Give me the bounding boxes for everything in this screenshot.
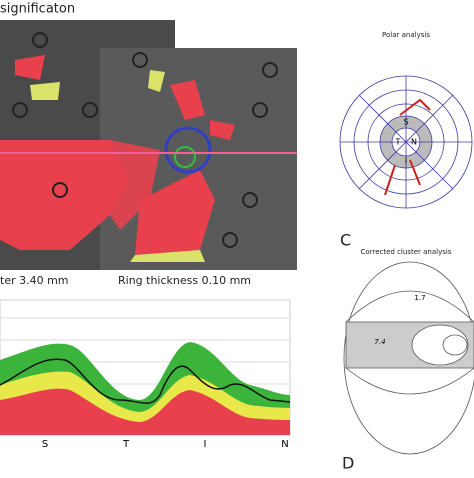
graph-x-label: N [281, 439, 288, 450]
cluster-label: 1.7 [414, 294, 425, 302]
panel-a-title: significaton [0, 2, 75, 17]
fundus-image [0, 20, 297, 270]
panel-letter: C [340, 231, 351, 250]
cluster-diagram [343, 261, 474, 455]
ring-label: Ring thickness 0.10 mm [118, 274, 251, 287]
graph-x-label: S [42, 439, 48, 450]
cluster-title: Corrected cluster analysis [361, 248, 452, 256]
sector-label: S [403, 118, 408, 127]
panel-letter: D [342, 454, 354, 473]
sector-label: N [411, 138, 417, 147]
graph-x-label: T [122, 439, 130, 450]
graph-x-label: I [204, 439, 207, 450]
thickness-graph [0, 299, 291, 436]
sector-label: T [395, 138, 401, 147]
cluster-label: 7.4 [374, 338, 385, 346]
diameter-label: ter 3.40 mm [0, 274, 69, 287]
polar-title: Polar analysis [382, 31, 430, 39]
polar-diagram [339, 75, 473, 209]
sector-label: I [405, 157, 407, 166]
